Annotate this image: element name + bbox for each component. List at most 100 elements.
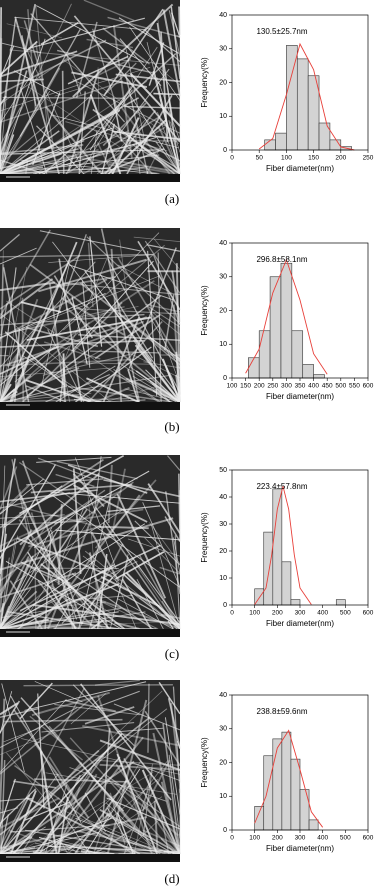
x-tick-label: 350 (295, 383, 306, 390)
fiber (0, 392, 92, 403)
fiber (135, 136, 141, 175)
y-tick-label: 30 (219, 46, 227, 53)
fiber (0, 7, 3, 168)
fiber (33, 498, 94, 549)
bar (296, 58, 309, 151)
y-tick-label: 30 (219, 274, 227, 281)
fiber (152, 389, 171, 403)
fiber (0, 491, 70, 509)
fiber (0, 699, 67, 773)
fiber (171, 270, 181, 322)
fiber (0, 152, 62, 175)
x-tick-label: 100 (281, 155, 292, 162)
fiber (9, 790, 37, 855)
fiber (106, 699, 148, 855)
fiber (122, 573, 181, 626)
fiber (0, 127, 113, 174)
y-tick-label: 10 (219, 575, 227, 582)
bar (281, 731, 292, 831)
fiber (26, 537, 111, 630)
fiber (100, 147, 165, 175)
x-tick-label: 450 (322, 383, 333, 390)
fiber (0, 262, 70, 403)
fiber (2, 96, 125, 99)
fiber (158, 681, 181, 715)
fiber (0, 603, 4, 630)
fiber (90, 531, 120, 582)
fiber (4, 140, 148, 175)
fiber (99, 808, 181, 855)
fiber (116, 493, 167, 599)
fiber (0, 529, 33, 597)
fiber (157, 126, 181, 175)
fiber (28, 525, 102, 548)
fiber (47, 748, 109, 838)
fiber (0, 18, 17, 133)
fiber (89, 84, 134, 151)
annotation: 130.5±25.7nm (256, 27, 307, 36)
fiber (95, 386, 130, 403)
fiber (170, 6, 181, 79)
x-tick-label: 100 (249, 610, 260, 617)
fiber (164, 717, 181, 815)
x-tick-label: 300 (295, 610, 306, 617)
fiber (5, 621, 170, 630)
fiber (123, 758, 181, 855)
fiber (0, 511, 57, 592)
y-axis-title: Frequency(%) (200, 285, 209, 336)
fiber (18, 749, 100, 821)
fiber (89, 236, 103, 347)
fiber (117, 361, 181, 403)
fiber (0, 691, 13, 734)
fiber (19, 87, 48, 175)
annotation: 238.8±59.6nm (256, 707, 307, 716)
fiber (21, 38, 84, 170)
fiber (75, 817, 149, 849)
fiber (53, 627, 157, 630)
fiber (1, 683, 25, 773)
fiber (19, 462, 94, 514)
fiber (142, 502, 181, 588)
fiber (96, 142, 114, 175)
fiber (175, 263, 181, 395)
x-tick-label: 500 (340, 610, 351, 617)
fiber (167, 698, 181, 749)
x-tick-label: 300 (295, 835, 306, 842)
fiber (0, 358, 135, 367)
fiber (0, 374, 171, 403)
fiber (56, 786, 81, 855)
fiber (34, 681, 83, 703)
fiber (0, 90, 51, 168)
fiber (1, 42, 42, 54)
fiber (25, 160, 29, 175)
fiber (19, 682, 53, 720)
x-tick-label: 300 (281, 383, 292, 390)
fiber (53, 275, 94, 339)
y-axis-title: Frequency(%) (200, 57, 209, 108)
fiber (0, 339, 145, 348)
fiber (0, 794, 31, 855)
y-axis-title: Frequency(%) (200, 512, 209, 563)
sem-info-bar (0, 629, 180, 637)
fiber (0, 264, 5, 403)
x-tick-label: 500 (335, 383, 346, 390)
y-tick-label: 20 (219, 79, 227, 86)
fiber (115, 763, 181, 855)
fiber (65, 595, 133, 601)
sem-info-bar (0, 174, 180, 182)
x-tick-label: 0 (230, 835, 234, 842)
x-tick-label: 200 (254, 383, 265, 390)
fiber (47, 499, 101, 630)
fiber (74, 779, 128, 855)
x-tick-label: 50 (256, 155, 264, 162)
fiber (0, 38, 46, 170)
bar (313, 374, 325, 379)
fiber (50, 585, 97, 630)
fiber (71, 572, 154, 630)
x-tick-label: 0 (230, 610, 234, 617)
fiber (0, 831, 100, 855)
fiber (138, 554, 181, 630)
fiber (85, 550, 181, 630)
fiber (62, 244, 165, 331)
fiber (178, 6, 181, 35)
